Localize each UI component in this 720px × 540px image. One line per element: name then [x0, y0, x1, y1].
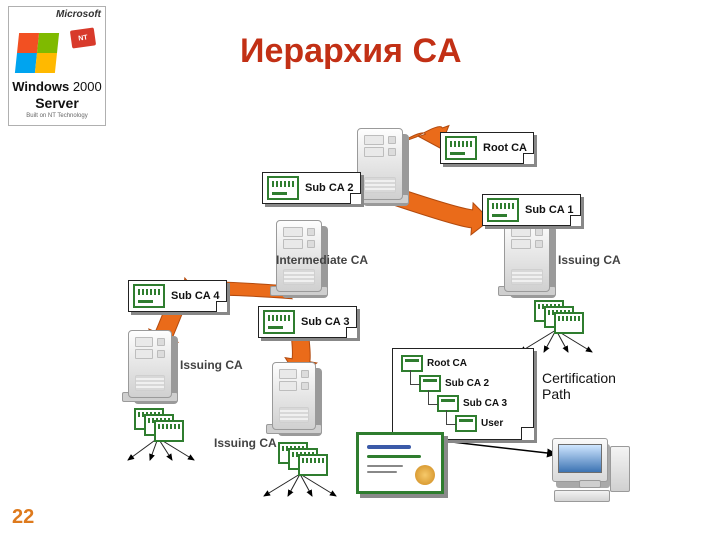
- cert-card: Sub CA 2: [262, 172, 361, 204]
- certificate-icon: [487, 198, 519, 222]
- slide-number: 22: [12, 506, 34, 529]
- server-icon: [357, 128, 403, 200]
- server-icon: [128, 330, 172, 398]
- product-name-1: Windows 2000: [9, 79, 105, 94]
- certification-path-box: Root CA Sub CA 2 Sub CA 3 User: [392, 348, 534, 440]
- product-logo: Microsoft NT Windows 2000 Server Built o…: [8, 6, 106, 126]
- label-issuing-ca-mid: Issuing CA: [214, 436, 277, 450]
- server-icon: [504, 220, 550, 292]
- product-tagline: Built on NT Technology: [9, 113, 105, 119]
- cert-path-row: User: [455, 415, 503, 432]
- cert-card: Sub CA 4: [128, 280, 227, 312]
- nt-badge: NT: [70, 27, 96, 48]
- cert-path-label: User: [481, 418, 503, 429]
- cert-card-label: Root CA: [483, 142, 527, 154]
- cert-path-label: Sub CA 2: [445, 378, 489, 389]
- cert-card-label: Sub CA 4: [171, 290, 220, 302]
- label-issuing-ca-left: Issuing CA: [180, 358, 243, 372]
- certificate-icon: [455, 415, 477, 432]
- cert-card-label: Sub CA 2: [305, 182, 354, 194]
- certificate-icon: [267, 176, 299, 200]
- cert-card: Sub CA 1: [482, 194, 581, 226]
- user-certificate-icon: [356, 432, 444, 494]
- cert-card-label: Sub CA 1: [525, 204, 574, 216]
- label-issuing-ca-right: Issuing CA: [558, 253, 621, 267]
- certificate-icon: [263, 310, 295, 334]
- cert-card: Sub CA 3: [258, 306, 357, 338]
- cert-path-label: Root CA: [427, 358, 467, 369]
- product-year: 2000: [73, 79, 102, 94]
- product-top: Windows: [12, 79, 69, 94]
- windows-flag-icon: [15, 33, 59, 73]
- slide-title: Иерархия CA: [240, 32, 462, 71]
- certificate-icon: [445, 136, 477, 160]
- label-intermediate-ca: Intermediate CA: [276, 253, 368, 267]
- certificate-icon: [133, 284, 165, 308]
- cert-card-label: Sub CA 3: [301, 316, 350, 328]
- cert-path-label: Sub CA 3: [463, 398, 507, 409]
- product-name-2: Server: [9, 95, 105, 111]
- user-computer-icon: [548, 436, 638, 506]
- cert-card: Root CA: [440, 132, 534, 164]
- certification-path-title: Certification Path: [542, 370, 616, 402]
- brand-text: Microsoft: [56, 9, 101, 20]
- server-icon: [272, 362, 316, 430]
